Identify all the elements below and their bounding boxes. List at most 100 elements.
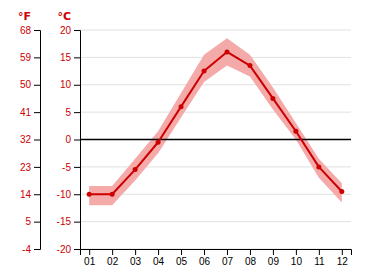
- y2-axis: -4 5 14 23 32 41 50 59 68: [20, 25, 41, 255]
- tick-mark: [74, 222, 80, 223]
- tick-mark: [89, 249, 90, 255]
- tick: 01: [84, 249, 96, 267]
- tick-label: 04: [153, 256, 165, 267]
- tick-label: 06: [199, 256, 211, 267]
- tick: 02: [107, 249, 119, 267]
- reference-line: [80, 139, 351, 141]
- tick-label: 68: [20, 25, 32, 36]
- tick-label: -4: [22, 244, 31, 255]
- tick-label: 10: [60, 79, 72, 90]
- point: [133, 167, 138, 172]
- tick-mark: [181, 249, 182, 255]
- tick-mark: [74, 57, 80, 58]
- tick: 06: [199, 249, 211, 267]
- grid-line: [80, 166, 351, 167]
- tick-label: 02: [107, 256, 119, 267]
- tick-mark: [112, 249, 113, 255]
- point: [339, 189, 344, 194]
- tick-mark: [34, 222, 40, 223]
- tick-mark: [74, 140, 80, 141]
- tick: 05: [176, 249, 188, 267]
- grid-line: [80, 139, 351, 140]
- point: [156, 140, 161, 145]
- tick: 09: [268, 249, 280, 267]
- tick-mark: [319, 249, 320, 255]
- tick: 32: [20, 134, 40, 145]
- point: [270, 96, 275, 101]
- tick-mark: [296, 249, 297, 255]
- tick: 14: [20, 189, 40, 200]
- tick: -15: [57, 216, 80, 227]
- tick: -5: [62, 162, 80, 173]
- grid-line: [80, 221, 351, 222]
- tick: 12: [337, 249, 349, 267]
- tick: 41: [20, 107, 40, 118]
- point: [224, 49, 229, 54]
- tick-mark: [74, 30, 80, 31]
- point: [202, 69, 207, 74]
- x-axis: 01 02 03 04 05 06 07 08 09 10 11 12: [81, 249, 352, 267]
- axis-title: °F: [18, 10, 31, 23]
- tick-mark: [342, 249, 343, 255]
- tick-mark: [34, 85, 40, 86]
- tick-label: -15: [57, 216, 72, 227]
- point: [179, 104, 184, 109]
- tick-label: 03: [130, 256, 142, 267]
- tick-label: 11: [314, 256, 325, 267]
- tick-label: 15: [60, 52, 72, 63]
- tick: -4: [22, 244, 40, 255]
- tick: 11: [314, 249, 325, 267]
- tick-label: 05: [176, 256, 188, 267]
- tick: 07: [222, 249, 234, 267]
- chart: 010203040506070809101112-20-15-10-505101…: [0, 0, 365, 273]
- axis-title: °C: [57, 10, 71, 23]
- point: [110, 192, 115, 197]
- tick-mark: [250, 249, 251, 255]
- tick-mark: [34, 112, 40, 113]
- grid: [80, 30, 351, 249]
- point: [293, 129, 298, 134]
- tick: 08: [245, 249, 257, 267]
- tick-label: -10: [57, 189, 72, 200]
- tick: 59: [20, 52, 40, 63]
- tick-mark: [74, 194, 80, 195]
- tick: 50: [20, 79, 40, 90]
- tick: 0: [65, 134, 80, 145]
- axis-line: [81, 250, 352, 256]
- tick-label: 08: [245, 256, 257, 267]
- tick: -20: [57, 244, 80, 255]
- tick-label: 32: [20, 134, 32, 145]
- line: [89, 52, 342, 194]
- tick-label: 59: [20, 52, 32, 63]
- tick-label: 0: [65, 134, 71, 145]
- tick-mark: [34, 57, 40, 58]
- tick-mark: [74, 85, 80, 86]
- band: [89, 38, 342, 205]
- grid-line: [80, 84, 351, 85]
- tick-label: 41: [20, 107, 32, 118]
- tick: 03: [130, 249, 142, 267]
- tick-mark: [158, 249, 159, 255]
- grid-line: [80, 112, 351, 113]
- point: [316, 164, 321, 169]
- tick-label: 14: [20, 189, 32, 200]
- tick-mark: [34, 194, 40, 195]
- tick: 10: [291, 249, 303, 267]
- tick-mark: [204, 249, 205, 255]
- tick: 5: [25, 216, 40, 227]
- tick: 15: [60, 52, 80, 63]
- tick-label: 09: [268, 256, 280, 267]
- axis-line: [34, 31, 41, 250]
- marks: [80, 38, 351, 205]
- tick-label: 5: [25, 216, 31, 227]
- tick-label: 20: [60, 25, 72, 36]
- y-axis: -20 -15 -10 -5 0 5 10 15 20: [57, 25, 81, 255]
- tick: 20: [60, 25, 80, 36]
- axis-line: [74, 31, 81, 250]
- tick-label: 5: [65, 107, 71, 118]
- tick-label: -20: [57, 244, 72, 255]
- tick: 23: [20, 162, 40, 173]
- point: [247, 63, 252, 68]
- tick: -10: [57, 189, 80, 200]
- tick-mark: [34, 167, 40, 168]
